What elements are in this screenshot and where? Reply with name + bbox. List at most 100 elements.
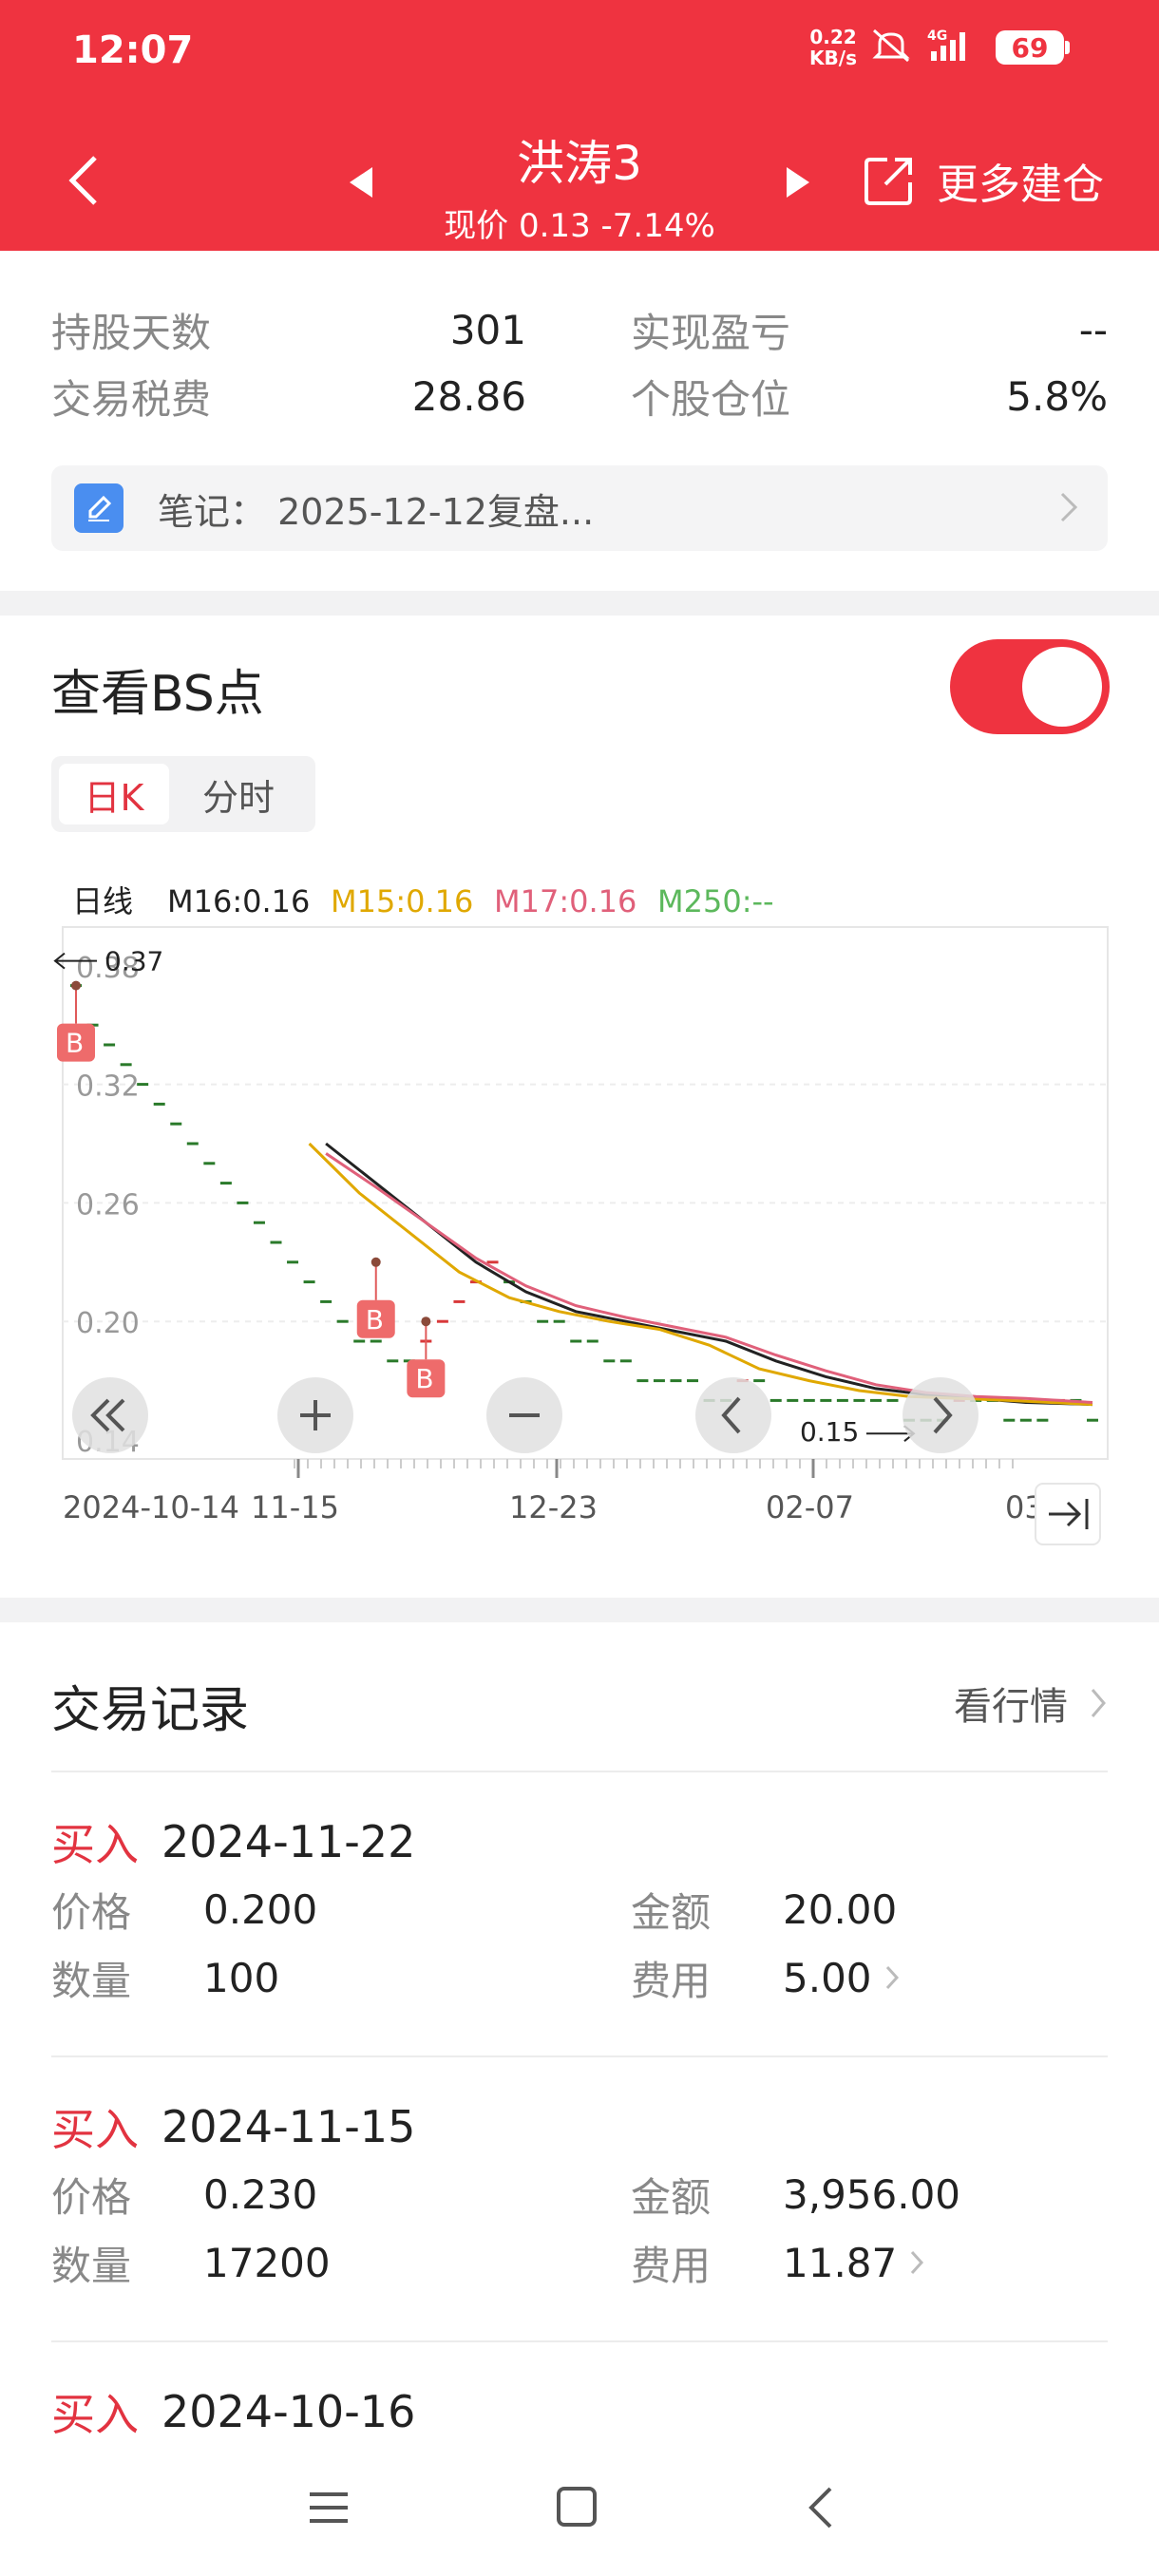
status-icons: 0.22 KB/s 4G 69 [809, 27, 1070, 68]
holding-stats: 持股天数 301 实现盈亏 -- 交易税费 28.86 个股仓位 5.8% [51, 296, 1108, 429]
amount-value: 20.00 [783, 1885, 898, 1933]
legend-item: M17:0.16 [494, 883, 636, 919]
mute-bell-icon [870, 27, 912, 68]
max-price-label: 0.37 [104, 946, 163, 977]
share-external-icon [864, 158, 912, 205]
qty-value: 17200 [203, 2239, 331, 2286]
plus-icon [300, 1400, 331, 1430]
y-tick-label: 0.38 [76, 952, 140, 985]
current-price: 现价 0.13 -7.14% [444, 207, 715, 245]
trade-date: 2024-11-15 [162, 2101, 416, 2152]
scroll-left-button[interactable] [695, 1377, 771, 1453]
system-nav-bar [0, 2460, 1159, 2555]
trade-date: 2024-11-22 [162, 1816, 416, 1867]
stock-title: 洪涛3 [517, 136, 642, 191]
buy-marker-label: B [366, 1304, 384, 1335]
amount-label: 金额 [631, 2173, 712, 2221]
x-tick-label: 02-07 [766, 1489, 854, 1525]
next-stock-button[interactable] [781, 163, 815, 201]
note-bar[interactable]: 笔记： 2025-12-12复盘... [51, 465, 1108, 551]
chevron-right-icon [885, 1965, 899, 1990]
bs-section-title: 查看BS点 [51, 666, 264, 723]
fee-detail[interactable]: 11.87 [783, 2240, 925, 2286]
trade-record[interactable]: 买入 2024-10-16 [51, 2378, 1108, 2445]
back-button[interactable] [57, 152, 114, 209]
triangle-left-icon [350, 167, 372, 198]
x-tick-label: 2024-10-14 [63, 1489, 239, 1525]
separator [51, 2340, 1108, 2342]
min-price-label: 0.15 [800, 1416, 859, 1448]
net-speed: 0.22 KB/s [809, 27, 857, 68]
price-label: 价格 [51, 2173, 132, 2221]
section-divider [0, 591, 1159, 616]
battery-indicator: 69 [996, 30, 1070, 65]
y-tick-label: 0.32 [76, 1070, 140, 1104]
legend-item: 日线 [72, 883, 133, 919]
holding-days-value: 301 [449, 306, 526, 353]
jump-to-end-icon [1049, 1499, 1089, 1529]
signal-label: 4G [927, 28, 947, 44]
chart-period-tabs: 日K 分时 [51, 756, 315, 832]
trade-fee-value: 28.86 [411, 372, 526, 420]
realized-pnl-label: 实现盈亏 [631, 309, 791, 356]
price-value: 0.200 [203, 1885, 318, 1933]
buy-marker-label: B [66, 1028, 84, 1059]
triangle-right-icon [787, 167, 809, 198]
qty-label: 数量 [51, 1957, 132, 2004]
y-tick-label: 0.20 [76, 1307, 140, 1340]
trade-fee-label: 交易税费 [51, 375, 212, 423]
scroll-right-button[interactable] [902, 1377, 978, 1453]
section-divider [0, 1598, 1159, 1622]
x-tick-label: 11-15 [251, 1489, 339, 1525]
records-title: 交易记录 [51, 1682, 250, 1739]
y-tick-label: 0.26 [76, 1188, 140, 1222]
buy-marker-badge[interactable] [57, 1023, 95, 1062]
note-text: 笔记： 2025-12-12复盘... [158, 490, 595, 533]
back-arrow-icon [68, 156, 97, 205]
fee-label: 费用 [631, 2242, 712, 2289]
legend-item: M16:0.16 [167, 883, 310, 919]
fee-detail[interactable]: 5.00 [783, 1955, 901, 2001]
amount-label: 金额 [631, 1888, 712, 1936]
more-position-label: 更多建仓 [937, 161, 1104, 209]
buy-marker-dot [71, 980, 81, 991]
price-value: 0.230 [203, 2170, 318, 2218]
bs-toggle[interactable] [950, 639, 1110, 734]
fee-value: 5.00 [783, 1954, 872, 2001]
buy-marker-label: B [415, 1363, 433, 1394]
trade-record[interactable]: 买入 2024-11-22 价格 0.200 金额 20.00 数量 100 费… [51, 1809, 1108, 2012]
trade-type: 买入 [51, 2389, 139, 2440]
signal-icon: 4G [925, 27, 982, 68]
view-market-link[interactable]: 看行情 [954, 1676, 1108, 1731]
holding-days-label: 持股天数 [51, 309, 212, 356]
price-label: 价格 [51, 1888, 132, 1936]
trade-record[interactable]: 买入 2024-11-15 价格 0.230 金额 3,956.00 数量 17… [51, 2093, 1108, 2297]
qty-value: 100 [203, 1954, 280, 2001]
more-position-button[interactable]: 更多建仓 [861, 150, 1104, 211]
buy-marker-dot [370, 1257, 381, 1267]
x-tick-label: 12-23 [509, 1489, 598, 1525]
buy-marker-badge[interactable] [356, 1299, 395, 1338]
tab-daily-k[interactable]: 日K [59, 764, 169, 824]
net-speed-value: 0.22 [809, 26, 857, 48]
max-arrow-head [53, 952, 66, 970]
home-icon[interactable] [557, 2487, 597, 2527]
buy-marker-dot [421, 1316, 431, 1327]
tab-intraday[interactable]: 分时 [201, 776, 275, 819]
qty-label: 数量 [51, 2242, 132, 2289]
app-header: 12:07 0.22 KB/s 4G 69 洪涛3 现价 0.13 -7.14% [0, 0, 1159, 251]
menu-icon[interactable] [310, 2492, 348, 2523]
prev-stock-button[interactable] [344, 163, 378, 201]
nav-back-icon[interactable] [808, 2487, 832, 2529]
separator [51, 2055, 1108, 2057]
separator [51, 1771, 1108, 1772]
buy-marker-badge[interactable] [407, 1359, 446, 1398]
double-chevron-left-icon [90, 1398, 125, 1432]
fee-label: 费用 [631, 1957, 712, 2004]
legend-item: M15:0.16 [331, 883, 473, 919]
trade-type: 买入 [51, 1819, 139, 1870]
status-time: 12:07 [72, 28, 194, 72]
kline-chart: 日线 M16:0.16 M15:0.16 M17:0.16 M250:-- 0.38 0.3… [0, 855, 1159, 1558]
pencil-icon [74, 483, 124, 533]
chevron-right-icon [911, 2250, 924, 2275]
